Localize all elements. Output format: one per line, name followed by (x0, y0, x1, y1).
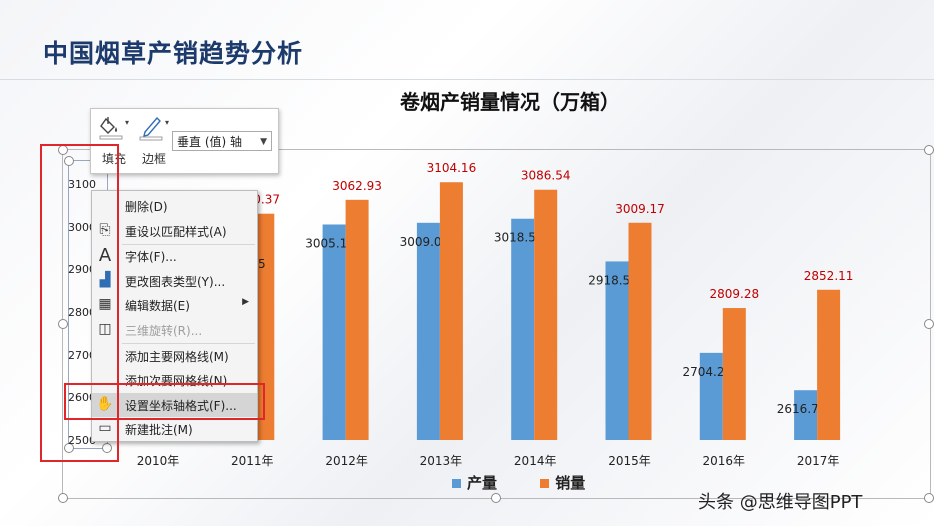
font-icon: A (98, 245, 112, 267)
y-tick-label: 2500 (68, 434, 96, 447)
data-label: 2616.70 (777, 402, 827, 416)
bar-sales[interactable] (345, 199, 369, 440)
menu-item-label: 重设以匹配样式(A) (125, 224, 227, 239)
menu-item-label: 新建批注(M) (125, 423, 193, 438)
y-tick-label: 3100 (68, 178, 96, 191)
y-tick-label: 2900 (68, 263, 96, 277)
chart-element-select-value: 垂直 (值) 轴 (177, 135, 242, 149)
data-label: 5 (258, 257, 266, 271)
bar-sales[interactable] (817, 289, 841, 440)
menu-item-label: 添加主要网格线(M) (125, 349, 229, 364)
data-label: 3005.11 (305, 236, 355, 250)
resize-handle-bottom[interactable] (491, 493, 501, 503)
x-tick-label: 2016年 (703, 454, 746, 468)
menu-item-label: 三维旋转(R)... (125, 324, 203, 338)
x-tick-label: 2015年 (608, 454, 651, 468)
bar-sales[interactable] (722, 308, 746, 440)
slide-title: 中国烟草产销趋势分析 (43, 39, 304, 68)
pen-icon: ▾ (139, 116, 169, 141)
y-tick-label: 3000 (68, 220, 96, 234)
data-label: 3018.59 (494, 231, 544, 245)
bar-production[interactable] (416, 222, 440, 440)
menu-item-9[interactable]: ▭ 新建批注(M) (92, 417, 257, 441)
data-label: 3086.54 (521, 169, 571, 183)
data-label: 2809.28 (709, 287, 759, 301)
x-tick-label: 2013年 (420, 454, 463, 468)
svg-text:▾: ▾ (165, 118, 169, 127)
data-label: 3009.17 (615, 202, 665, 216)
chart-title[interactable]: 卷烟产销量情况（万箱） (400, 90, 620, 114)
data-label: 3062.93 (332, 179, 382, 193)
watermark: 头条 @思维导图PPT (698, 492, 863, 513)
x-tick-label: 2012年 (325, 454, 368, 468)
chart-mini-toolbar: ▾ 填充 ▾ 边框 垂直 (值) 轴 ▼ (90, 108, 279, 174)
menu-item-4[interactable]: ▦ 编辑数据(E) ▶ (92, 293, 257, 317)
menu-item-1[interactable]: ⎘ 重设以匹配样式(A) (92, 219, 257, 243)
bar-production[interactable] (699, 352, 723, 440)
edit-data-icon: ▦ (98, 296, 112, 313)
menu-item-2[interactable]: A 字体(F)... (92, 244, 257, 268)
bar-production[interactable] (511, 218, 535, 440)
paint-bucket-icon: ▾ (99, 117, 129, 140)
y-tick-label: 2800 (68, 306, 96, 319)
x-tick-label: 2017年 (797, 454, 840, 468)
border-button[interactable]: ▾ 边框 (135, 113, 173, 169)
bar-production[interactable] (322, 224, 346, 440)
menu-separator (122, 243, 255, 245)
svg-text:▾: ▾ (125, 118, 129, 127)
reset-style-icon: ⎘ (99, 221, 111, 238)
annotation-box-format-axis (64, 383, 265, 420)
menu-item-label: 编辑数据(E) (125, 299, 190, 314)
submenu-arrow-icon: ▶ (242, 297, 249, 308)
axis-handle-bottom-right[interactable] (102, 443, 112, 453)
x-tick-label: 2014年 (514, 454, 557, 468)
bar-production[interactable] (794, 390, 818, 440)
x-tick-label: 2010年 (137, 454, 180, 468)
chart-element-select[interactable]: 垂直 (值) 轴 ▼ (172, 131, 272, 151)
fill-label: 填充 (101, 152, 126, 166)
data-label: 2704.23 (682, 365, 732, 379)
annotation-box-axis (40, 144, 119, 462)
title-divider (0, 79, 934, 80)
menu-separator (122, 343, 255, 345)
bar-sales[interactable] (534, 189, 558, 440)
bar-production[interactable] (605, 261, 629, 440)
chevron-down-icon: ▼ (260, 137, 267, 147)
legend-label-production: 产量 (467, 474, 498, 492)
y-tick-label: 2600 (68, 391, 96, 405)
fill-button[interactable]: ▾ 填充 (95, 113, 133, 169)
menu-item-8[interactable]: ✋ 设置坐标轴格式(F)... (92, 392, 257, 417)
data-label: 3104.16 (427, 161, 477, 175)
resize-handle-left[interactable] (58, 319, 68, 329)
chart-type-icon: ▟ (99, 271, 111, 288)
bar-sales[interactable] (439, 182, 463, 440)
resize-handle-bottom-left[interactable] (58, 493, 68, 503)
menu-item-label: 更改图表类型(Y)... (125, 274, 226, 289)
comment-icon: ▭ (98, 420, 112, 437)
border-label: 边框 (141, 152, 166, 166)
x-tick-label: 2011年 (231, 454, 274, 468)
legend-label-sales: 销量 (555, 474, 586, 492)
data-label: 2918.52 (588, 273, 638, 287)
menu-item-0[interactable]: 删除(D) (92, 194, 257, 218)
format-axis-icon: ✋ (96, 395, 114, 412)
chart-legend[interactable]: 产量 销量 (452, 472, 623, 493)
menu-item-label: 字体(F)... (125, 250, 177, 265)
axis-handle-top[interactable] (64, 156, 74, 166)
menu-item-label: 设置坐标轴格式(F)... (125, 398, 237, 413)
menu-item-6[interactable]: 添加主要网格线(M) (92, 344, 257, 368)
legend-swatch-production (452, 479, 461, 488)
legend-swatch-sales (540, 479, 550, 488)
menu-item-label: 删除(D) (125, 200, 168, 214)
menu-item-5: ◫ 三维旋转(R)... (92, 318, 257, 342)
bar-sales[interactable] (628, 222, 652, 440)
data-label: 3009.04 (400, 235, 450, 249)
menu-item-3[interactable]: ▟ 更改图表类型(Y)... (92, 269, 257, 293)
data-label: 2852.11 (804, 269, 854, 283)
y-tick-label: 2700 (68, 348, 96, 362)
3d-rotate-icon: ◫ (98, 321, 112, 337)
axis-handle-bottom[interactable] (64, 443, 74, 453)
